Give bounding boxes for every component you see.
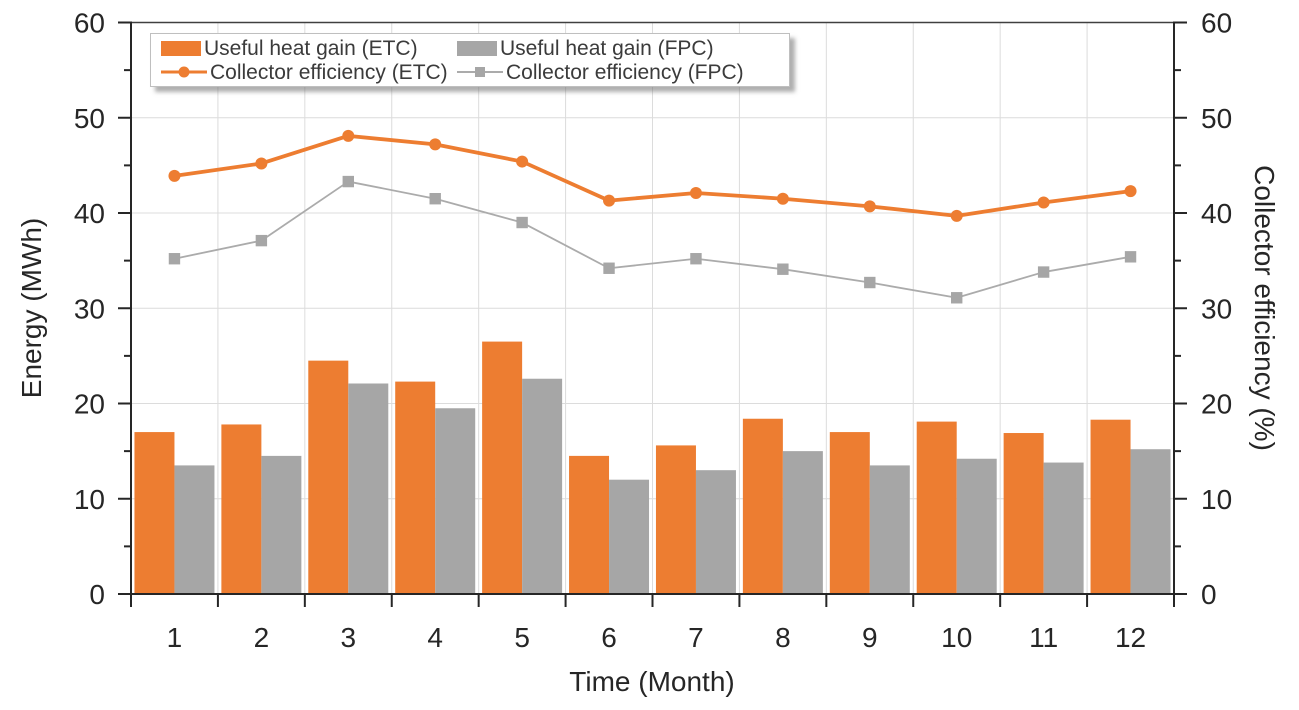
svg-text:20: 20 (74, 389, 105, 420)
legend-label-efficiency-fpc: Collector efficiency (FPC) (506, 60, 744, 84)
svg-text:7: 7 (688, 622, 704, 653)
svg-text:10: 10 (74, 484, 105, 515)
legend-item-heat-gain-etc: Useful heat gain (ETC) (161, 38, 457, 59)
y-axis-title-left: Energy (MWh) (16, 217, 47, 399)
horizontal-gridlines (131, 117, 1174, 500)
line-square-swatch-fpc-icon (457, 65, 503, 80)
bar-swatch-fpc-icon (457, 40, 497, 56)
legend: Useful heat gain (ETC) Useful heat gain … (150, 33, 790, 87)
svg-text:9: 9 (862, 622, 878, 653)
svg-text:5: 5 (514, 622, 530, 653)
svg-text:10: 10 (1201, 484, 1232, 515)
legend-item-efficiency-etc: Collector efficiency (ETC) (161, 62, 457, 83)
svg-text:30: 30 (1201, 293, 1232, 324)
svg-text:50: 50 (1201, 103, 1232, 134)
svg-text:60: 60 (74, 8, 105, 39)
svg-text:8: 8 (775, 622, 791, 653)
svg-text:50: 50 (74, 103, 105, 134)
svg-text:6: 6 (601, 622, 617, 653)
svg-text:2: 2 (254, 622, 270, 653)
line-circle-swatch-etc-icon (161, 65, 207, 80)
svg-text:4: 4 (427, 622, 443, 653)
y-axis-title-right: Collector efficiency (%) (1249, 165, 1280, 451)
x-axis-title: Time (Month) (569, 666, 735, 697)
svg-text:40: 40 (74, 198, 105, 229)
legend-item-heat-gain-fpc: Useful heat gain (FPC) (457, 38, 785, 59)
svg-text:20: 20 (1201, 389, 1232, 420)
bars-heat-gain-etc (134, 341, 1131, 594)
legend-label-heat-gain-etc: Useful heat gain (ETC) (204, 36, 418, 60)
svg-text:60: 60 (1201, 8, 1232, 39)
svg-text:30: 30 (74, 293, 105, 324)
legend-label-heat-gain-fpc: Useful heat gain (FPC) (500, 36, 714, 60)
bar-swatch-etc-icon (161, 40, 201, 56)
svg-text:1: 1 (167, 622, 183, 653)
svg-text:0: 0 (1201, 579, 1217, 610)
svg-text:11: 11 (1029, 622, 1058, 653)
line-efficiency-fpc (168, 175, 1137, 304)
svg-text:40: 40 (1201, 198, 1232, 229)
svg-text:12: 12 (1115, 622, 1146, 653)
svg-text:0: 0 (89, 579, 105, 610)
svg-text:10: 10 (941, 622, 972, 653)
legend-item-efficiency-fpc: Collector efficiency (FPC) (457, 62, 785, 83)
svg-text:3: 3 (341, 622, 357, 653)
legend-label-efficiency-etc: Collector efficiency (ETC) (210, 60, 448, 84)
line-efficiency-etc (168, 129, 1137, 222)
bars-heat-gain-fpc (174, 378, 1171, 594)
axis-ticks (118, 21, 1187, 607)
